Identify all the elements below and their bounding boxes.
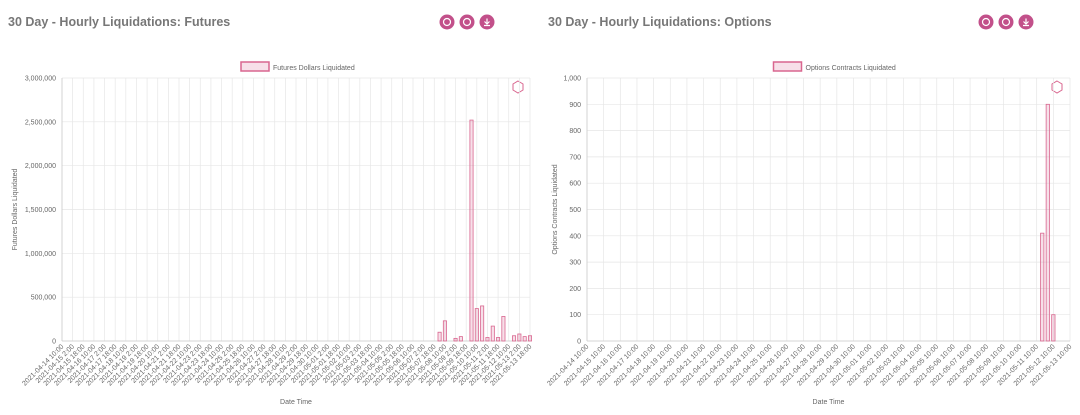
bar [512,335,517,342]
chart-title: 30 Day - Hourly Liquidations: Futures [8,15,230,29]
bar [442,320,447,342]
legend-swatch [240,61,270,72]
logo-badge [1051,80,1063,94]
y-tick-label: 900 [569,102,581,109]
panel-icons [439,14,1063,94]
y-axis-label: Futures Dollars Liquidated [12,169,19,251]
y-tick-label: 700 [569,154,581,161]
bar [490,325,495,342]
bar [528,335,532,342]
bar [480,305,485,342]
bar [485,337,490,342]
y-tick-label: 0 [577,339,581,346]
bar [1040,232,1045,342]
y-tick-label: 2,000,000 [25,163,56,170]
help-button[interactable] [459,14,475,30]
bar [458,336,463,342]
x-axis-label: Date Time [280,399,312,406]
y-tick-label: 500,000 [31,295,56,302]
bar [1051,314,1056,342]
legend-label: Options Contracts Liquidated [806,65,896,72]
y-tick-label: 500 [569,207,581,214]
y-axis-label: Options Contracts Liquidated [552,164,559,254]
chart-title: 30 Day - Hourly Liquidations: Options [548,15,772,29]
y-tick-label: 2,500,000 [25,119,56,126]
legend-swatch [772,61,803,72]
info-button[interactable] [978,14,994,30]
y-tick-label: 1,500,000 [25,207,56,214]
bar [522,336,527,342]
bar [496,337,501,342]
info-button[interactable] [439,14,455,30]
icon-glyphs [442,17,1029,27]
y-tick-label: 3,000,000 [25,76,56,83]
legend-label: Futures Dollars Liquidated [273,65,355,72]
bar [437,331,442,342]
bar [469,119,474,342]
y-tick-label: 0 [52,339,56,346]
x-axis-label: Date Time [813,399,845,406]
help-button[interactable] [998,14,1014,30]
y-tick-label: 600 [569,181,581,188]
bar [1045,103,1050,342]
y-tick-label: 1,000 [563,76,581,83]
y-tick-label: 300 [569,260,581,267]
bar [501,316,506,342]
bar [453,337,458,342]
y-tick-label: 100 [569,312,581,319]
y-tick-label: 200 [569,286,581,293]
y-tick-label: 1,000,000 [25,251,56,258]
y-tick-label: 400 [569,233,581,240]
y-tick-label: 800 [569,128,581,135]
bar [474,308,479,342]
logo-badge [512,80,524,94]
bar [517,333,522,342]
